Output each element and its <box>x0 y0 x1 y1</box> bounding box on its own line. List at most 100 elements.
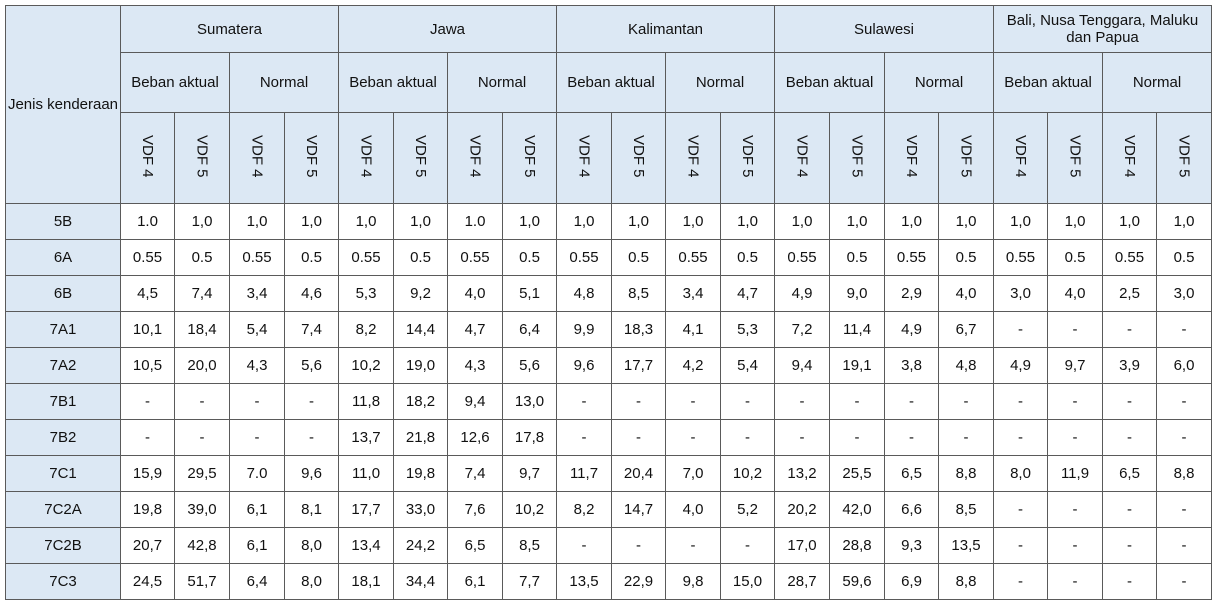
value-cell: 0.5 <box>829 239 885 276</box>
vehicle-type-cell: 7C2B <box>5 527 121 564</box>
table-row: 7C3 24,5 51,7 6,4 8,0 18,1 34,4 6,1 7,7 13,5 22,9 9… <box>5 563 1212 600</box>
value-cell: 1,0 <box>774 203 830 240</box>
value-cell: - <box>1102 527 1157 564</box>
value-cell: - <box>284 419 339 456</box>
value-cell: 59,6 <box>829 563 885 600</box>
value-cell: - <box>1047 383 1103 420</box>
value-cell: 19,0 <box>393 347 448 384</box>
vehicle-type-cell: 7A1 <box>5 311 121 348</box>
value-cell: - <box>174 419 230 456</box>
value-cell: 10,2 <box>720 455 775 492</box>
value-cell: 17,8 <box>502 419 557 456</box>
vehicle-type-cell: 6B <box>5 275 121 312</box>
vdf-header: VDF 4 <box>774 112 830 204</box>
value-cell: 4,8 <box>556 275 612 312</box>
value-cell: 6,7 <box>938 311 994 348</box>
table-header: Jenis kenderaan Sumatera Jawa Kalimantan Su… <box>5 5 1212 204</box>
table-row: 7A2 10,5 20,0 4,3 5,6 10,2 19,0 4,3 5,6 9,6 17,7 4,… <box>5 347 1212 384</box>
value-cell: 6,9 <box>884 563 939 600</box>
value-cell: 4,9 <box>774 275 830 312</box>
value-cell: 7,2 <box>774 311 830 348</box>
value-cell: - <box>665 527 721 564</box>
vdf-label: VDF 5 <box>848 134 866 178</box>
value-cell: 7,4 <box>447 455 503 492</box>
table-row: 7C1 15,9 29,5 7.0 9,6 11,0 19,8 7,4 9,7 11,7 20,4 7… <box>5 455 1212 492</box>
vehicle-type-cell: 5B <box>5 203 121 240</box>
value-cell: 5,4 <box>229 311 285 348</box>
value-cell: 0.55 <box>338 239 394 276</box>
value-cell: 9,2 <box>393 275 448 312</box>
value-cell: 6,5 <box>884 455 939 492</box>
value-cell: 5,1 <box>502 275 557 312</box>
value-cell: - <box>229 419 285 456</box>
value-cell: - <box>829 383 885 420</box>
value-cell: 15,9 <box>120 455 175 492</box>
value-cell: 13,2 <box>774 455 830 492</box>
value-cell: 11,0 <box>338 455 394 492</box>
vdf-header: VDF 5 <box>938 112 994 204</box>
vdf-header: VDF 4 <box>1102 112 1157 204</box>
value-cell: 4,0 <box>1047 275 1103 312</box>
vdf-label: VDF 4 <box>684 134 702 178</box>
value-cell: 4,9 <box>993 347 1048 384</box>
value-cell: 3,0 <box>993 275 1048 312</box>
vehicle-type-cell: 7C1 <box>5 455 121 492</box>
table-row: 7C2B 20,7 42,8 6,1 8,0 13,4 24,2 6,5 8,5- - - -17,0… <box>5 527 1212 564</box>
vdf-label: VDF 4 <box>466 134 484 178</box>
value-cell: 24,5 <box>120 563 175 600</box>
value-cell: 0.55 <box>556 239 612 276</box>
value-cell: 51,7 <box>174 563 230 600</box>
value-cell: 8,8 <box>938 563 994 600</box>
value-cell: 5,6 <box>284 347 339 384</box>
load-type-header: Normal <box>665 52 775 113</box>
value-cell: 20,4 <box>611 455 666 492</box>
value-cell: 8,2 <box>556 491 612 528</box>
vdf-table: Jenis kenderaan Sumatera Jawa Kalimantan Su… <box>5 5 1212 600</box>
value-cell: 13,5 <box>938 527 994 564</box>
value-cell: 0.5 <box>174 239 230 276</box>
vdf-header: VDF 5 <box>174 112 230 204</box>
value-cell: - <box>993 311 1048 348</box>
value-cell: 4,3 <box>447 347 503 384</box>
value-cell: - <box>1156 311 1212 348</box>
region-header: Sulawesi <box>774 5 994 53</box>
value-cell: 0.55 <box>993 239 1048 276</box>
value-cell: - <box>1047 563 1103 600</box>
value-cell: 1,0 <box>1047 203 1103 240</box>
vehicle-type-cell: 7A2 <box>5 347 121 384</box>
value-cell: 4,6 <box>284 275 339 312</box>
vehicle-type-cell: 7C2A <box>5 491 121 528</box>
load-type-header: Beban aktual <box>774 52 885 113</box>
value-cell: 21,8 <box>393 419 448 456</box>
value-cell: - <box>993 419 1048 456</box>
vehicle-type-header: Jenis kenderaan <box>5 5 121 204</box>
vdf-label: VDF 4 <box>357 134 375 178</box>
value-cell: - <box>611 383 666 420</box>
vehicle-type-cell: 7B2 <box>5 419 121 456</box>
value-cell: 1,0 <box>993 203 1048 240</box>
vdf-header: VDF 5 <box>393 112 448 204</box>
value-cell: 3,8 <box>884 347 939 384</box>
value-cell: 42,0 <box>829 491 885 528</box>
table-row: 7B1- - - -11,8 18,2 9,4 13,0- - - - - - - - - - - - <box>5 383 1212 420</box>
value-cell: - <box>829 419 885 456</box>
value-cell: - <box>993 491 1048 528</box>
value-cell: 9,7 <box>1047 347 1103 384</box>
value-cell: 13,5 <box>556 563 612 600</box>
load-type-header: Normal <box>447 52 557 113</box>
value-cell: - <box>1156 527 1212 564</box>
value-cell: 42,8 <box>174 527 230 564</box>
value-cell: 0.5 <box>938 239 994 276</box>
value-cell: 1,0 <box>938 203 994 240</box>
value-cell: 10,5 <box>120 347 175 384</box>
value-cell: 8,5 <box>938 491 994 528</box>
region-header: Sumatera <box>120 5 339 53</box>
value-cell: 34,4 <box>393 563 448 600</box>
value-cell: 5,3 <box>338 275 394 312</box>
value-cell: 28,8 <box>829 527 885 564</box>
value-cell: 10,2 <box>502 491 557 528</box>
table-row: 7A1 10,1 18,4 5,4 7,4 8,2 14,4 4,7 6,4 9,9 18,3 4,1… <box>5 311 1212 348</box>
value-cell: 19,1 <box>829 347 885 384</box>
value-cell: 6,1 <box>447 563 503 600</box>
value-cell: 14,4 <box>393 311 448 348</box>
